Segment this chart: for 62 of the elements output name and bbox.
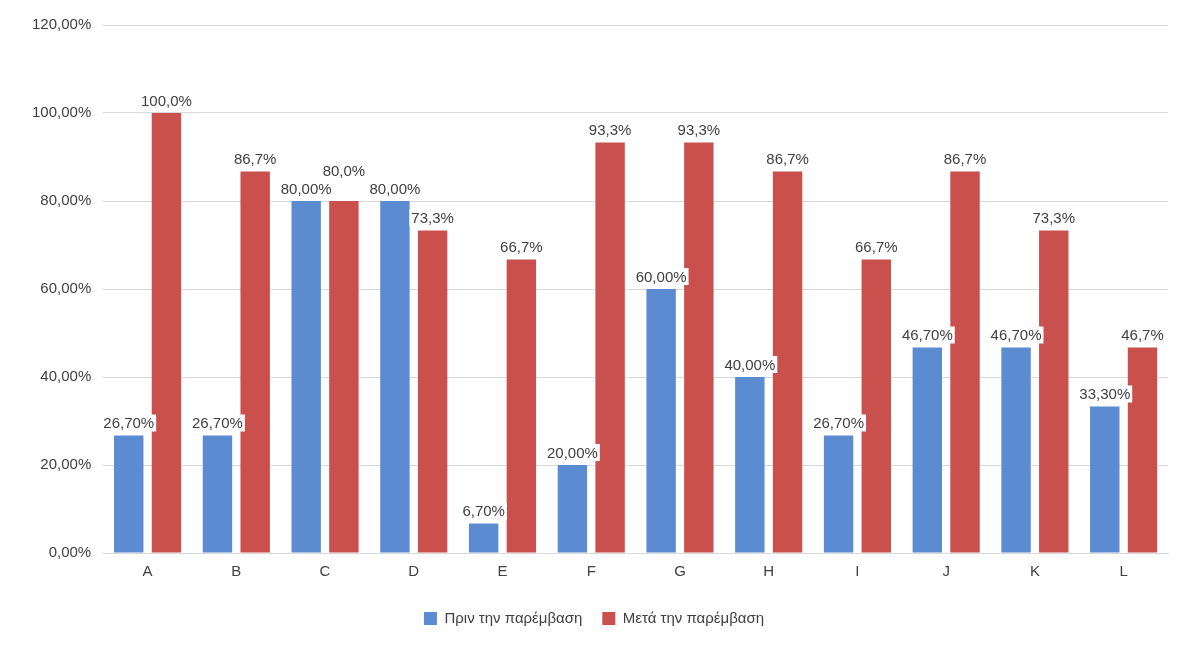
x-tick-label: I	[855, 562, 860, 580]
x-tick-label: E	[497, 562, 508, 580]
data-label: 40,00%	[724, 355, 776, 373]
data-label: 93,3%	[677, 121, 721, 139]
bar	[202, 435, 233, 553]
bar	[684, 142, 714, 553]
data-label: 86,7%	[233, 150, 277, 168]
data-label: 6,70%	[462, 502, 505, 520]
data-label: 46,70%	[901, 326, 953, 344]
x-tick-label: L	[1119, 562, 1128, 580]
data-label: 100,0%	[141, 91, 192, 109]
y-tick-label: 0,00%	[48, 543, 92, 561]
bar	[329, 201, 359, 553]
bar	[912, 347, 943, 553]
bar	[380, 201, 410, 553]
data-label: 73,3%	[1032, 209, 1076, 227]
bar	[1039, 230, 1069, 553]
bar	[1090, 406, 1120, 553]
bar	[417, 230, 448, 553]
x-tick-label: A	[142, 562, 153, 580]
x-tick-label: H	[763, 562, 775, 580]
bar	[506, 259, 537, 553]
data-label: 66,7%	[855, 238, 898, 256]
data-label: 60,00%	[635, 267, 687, 285]
data-label: 26,70%	[192, 414, 243, 432]
bar	[557, 465, 588, 553]
data-label: 80,0%	[322, 161, 366, 179]
legend-label: Μετά την παρέμβαση	[622, 608, 765, 626]
x-tick-label: G	[674, 562, 686, 580]
data-label: 26,70%	[103, 414, 155, 432]
data-label: 33,30%	[1079, 385, 1131, 403]
y-tick-label: 80,00%	[40, 191, 92, 209]
bar	[468, 523, 499, 553]
data-label: 26,70%	[813, 414, 865, 432]
x-tick-label: D	[408, 562, 420, 580]
bar	[1001, 347, 1031, 553]
y-tick-label: 120,00%	[32, 15, 92, 33]
bar	[823, 435, 854, 553]
x-tick-label: J	[942, 562, 950, 580]
legend-label: Πριν την παρέμβαση	[444, 608, 583, 626]
data-label: 80,00%	[280, 179, 332, 197]
data-label: 73,3%	[411, 209, 454, 227]
x-tick-label: K	[1029, 562, 1040, 580]
bar	[646, 289, 676, 553]
y-tick-label: 100,00%	[32, 103, 92, 121]
data-label: 93,3%	[588, 121, 632, 139]
data-label: 46,7%	[1121, 326, 1164, 344]
data-label: 86,7%	[766, 150, 809, 168]
y-tick-label: 40,00%	[40, 367, 92, 385]
data-label: 20,00%	[546, 443, 598, 461]
x-tick-label: B	[231, 562, 242, 580]
x-tick-label: C	[319, 562, 331, 580]
bar	[291, 201, 321, 553]
data-label: 46,70%	[990, 326, 1042, 344]
bar	[114, 435, 144, 553]
bar	[735, 377, 765, 553]
y-tick-label: 60,00%	[40, 279, 92, 297]
data-label: 86,7%	[943, 150, 987, 168]
y-tick-label: 20,00%	[40, 455, 92, 473]
data-label: 80,00%	[369, 179, 421, 197]
x-tick-label: F	[586, 562, 596, 580]
data-label: 66,7%	[500, 238, 543, 256]
